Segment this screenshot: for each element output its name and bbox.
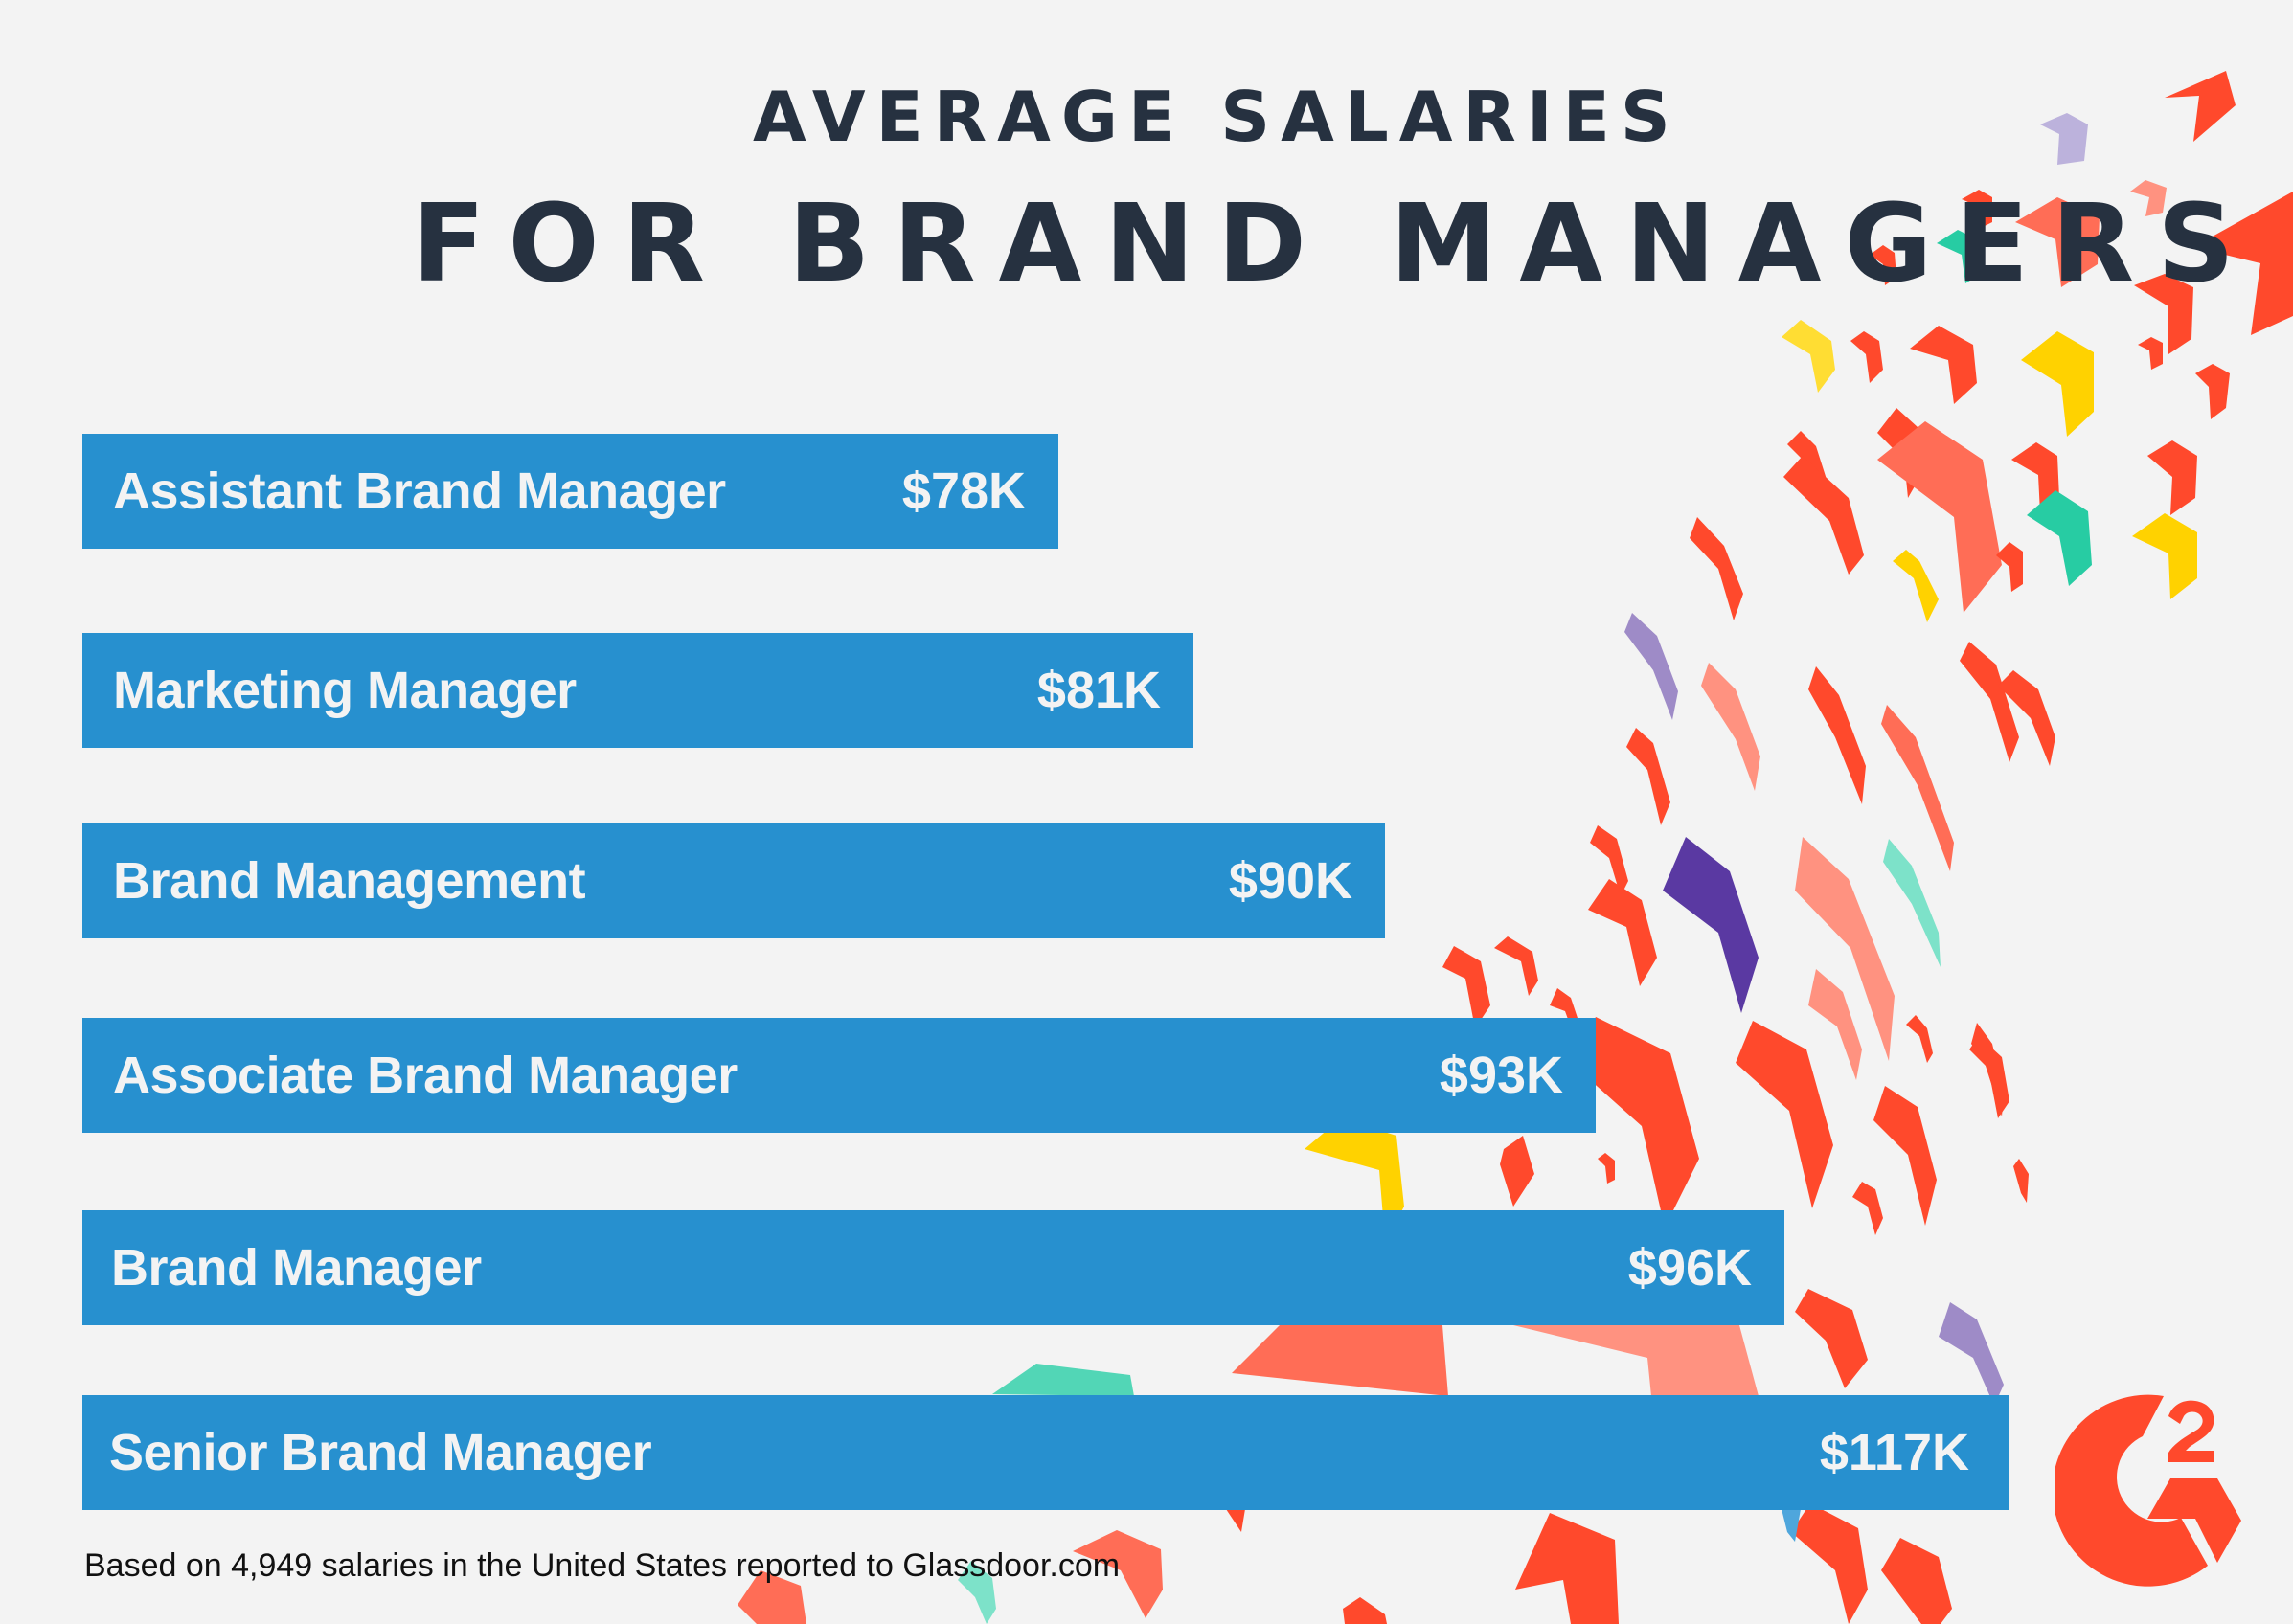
g2-logo-icon (2055, 1394, 2241, 1587)
bar-assistant-brand-manager: Assistant Brand Manager $78K (82, 434, 1058, 549)
chart-title-line1: AVERAGE SALARIES (753, 77, 1681, 157)
bar-label: Brand Management (113, 852, 586, 910)
bar-brand-manager: Brand Manager $96K (82, 1210, 1784, 1325)
chart-title-line2: FOR BRAND MANAGERS (412, 182, 2258, 306)
bar-label: Marketing Manager (113, 662, 577, 719)
bar-associate-brand-manager: Associate Brand Manager $93K (82, 1018, 1596, 1133)
bar-value: $117K (1819, 1424, 1969, 1481)
bar-label: Brand Manager (111, 1239, 482, 1297)
bar-label: Senior Brand Manager (109, 1424, 652, 1481)
bar-label: Assistant Brand Manager (113, 462, 726, 520)
bar-marketing-manager: Marketing Manager $81K (82, 633, 1193, 748)
source-footnote: Based on 4,949 salaries in the United St… (84, 1547, 1121, 1584)
bar-brand-management: Brand Management $90K (82, 823, 1385, 938)
bar-value: $96K (1627, 1239, 1752, 1297)
bar-value: $90K (1228, 852, 1352, 910)
bar-label: Associate Brand Manager (113, 1047, 738, 1104)
bar-senior-brand-manager: Senior Brand Manager $117K (82, 1395, 2009, 1510)
bar-value: $81K (1036, 662, 1161, 719)
confetti-shapes (738, 71, 2293, 1624)
bar-value: $78K (901, 462, 1026, 520)
bar-value: $93K (1439, 1047, 1563, 1104)
